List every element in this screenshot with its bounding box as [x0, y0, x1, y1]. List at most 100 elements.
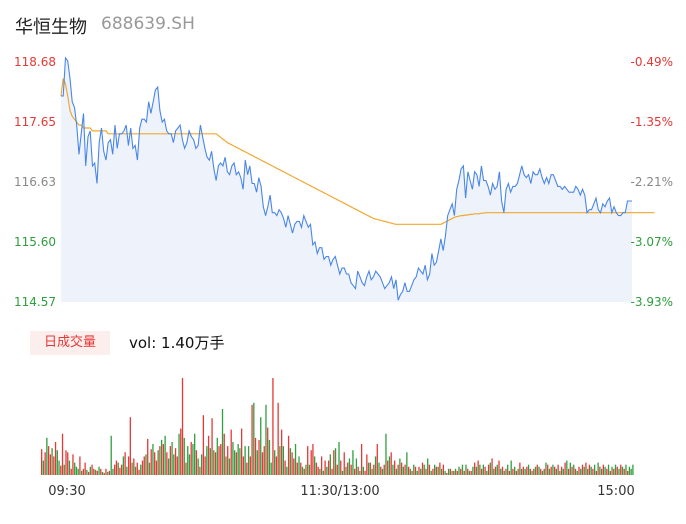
volume-bar	[244, 446, 246, 475]
volume-bar	[312, 444, 314, 475]
volume-bar	[315, 462, 318, 475]
volume-bar	[567, 468, 570, 475]
volume-bar	[279, 446, 281, 475]
volume-bar	[301, 466, 304, 475]
volume-bar	[202, 415, 205, 475]
time-tick-label: 09:30	[48, 484, 85, 499]
volume-bar	[487, 464, 490, 475]
volume-bar	[112, 468, 114, 475]
volume-bar	[103, 472, 105, 475]
volume-bar	[211, 418, 213, 475]
volume-bar	[287, 435, 290, 475]
volume-bar	[609, 470, 611, 475]
volume-bar	[560, 466, 563, 475]
volume-bar	[357, 466, 359, 475]
volume-bar	[630, 468, 632, 475]
volume-bar	[600, 468, 603, 475]
volume-bar	[329, 454, 331, 475]
percent-tick-label: -3.93%	[631, 295, 673, 309]
volume-bar	[472, 466, 474, 475]
volume-bar	[101, 471, 104, 475]
volume-bar	[399, 458, 401, 475]
volume-bar	[524, 468, 526, 475]
volume-bar	[447, 468, 450, 475]
volume-bar	[141, 460, 144, 475]
volume-bar	[115, 460, 118, 475]
volume-bar	[374, 456, 377, 475]
price-path	[61, 56, 632, 301]
volume-bar	[75, 466, 78, 475]
volume-bar	[289, 448, 291, 475]
percent-tick-label: -2.21%	[631, 175, 673, 189]
volume-bar	[360, 444, 363, 475]
volume-bar	[616, 466, 618, 475]
volume-bar	[529, 468, 531, 475]
volume-bar	[140, 464, 142, 475]
volume-bar	[461, 464, 464, 475]
volume-bar	[41, 449, 43, 475]
volume-bar	[534, 466, 537, 475]
volume-bar	[129, 417, 131, 475]
volume-bar	[298, 456, 300, 475]
volume-bar	[451, 470, 453, 475]
volume-bar	[214, 452, 217, 475]
volume-bar	[341, 470, 344, 475]
volume-bar	[58, 460, 60, 475]
volume-bar	[143, 456, 145, 475]
volume-bar	[411, 470, 413, 475]
volume-bar	[42, 460, 45, 475]
volume-bar	[338, 441, 340, 475]
volume-bar	[324, 460, 326, 475]
volume-bar	[98, 466, 100, 475]
volume-bar	[409, 468, 411, 475]
volume-bar	[512, 468, 514, 475]
volume-bar	[489, 462, 491, 475]
volume-bar	[200, 454, 203, 475]
volume-bar	[484, 466, 486, 475]
volume-bar	[533, 468, 535, 475]
volume-bar	[482, 464, 485, 475]
price-tick-label: 117.65	[14, 115, 56, 129]
volume-bar	[632, 464, 634, 475]
volume-bar	[162, 444, 165, 475]
volume-bar	[548, 468, 551, 475]
volume-bar	[49, 454, 51, 475]
volume-bar	[284, 460, 286, 475]
volume-bar	[228, 458, 231, 475]
volume-bar	[282, 446, 285, 475]
volume-bar	[147, 438, 149, 475]
volume-bar	[474, 462, 476, 475]
volume-bar	[81, 470, 83, 475]
volume-bar	[194, 433, 196, 475]
volume-bar	[595, 470, 598, 475]
volume-bar	[607, 464, 610, 475]
volume-bar	[343, 452, 345, 475]
volume-bar	[597, 462, 599, 475]
volume-bar	[181, 378, 184, 475]
volume-bar	[418, 466, 420, 475]
volume-bar	[307, 446, 309, 475]
volume-bar	[70, 468, 72, 475]
volume-bar	[96, 470, 98, 475]
volume-bar	[94, 469, 97, 475]
volume-bar	[376, 444, 378, 475]
volume-bar	[192, 444, 194, 475]
volume-bar	[557, 464, 559, 475]
volume-bar	[267, 427, 269, 475]
volume-bar	[394, 460, 396, 475]
volume-bar	[392, 464, 394, 475]
volume-bar	[458, 466, 460, 475]
volume-bar	[496, 464, 498, 475]
volume-bar	[378, 462, 380, 475]
volume-bar	[571, 466, 573, 475]
time-axis-labels: 09:30 11:30/13:00 15:00	[48, 484, 634, 499]
volume-bar	[249, 456, 251, 475]
volume-bar	[583, 466, 585, 475]
volume-bar	[526, 466, 528, 475]
volume-bar	[272, 378, 274, 475]
volume-bar	[53, 456, 55, 475]
volume-bar	[531, 470, 533, 475]
price-area	[61, 57, 632, 303]
volume-bar	[559, 470, 561, 475]
volume-bar	[79, 456, 81, 475]
